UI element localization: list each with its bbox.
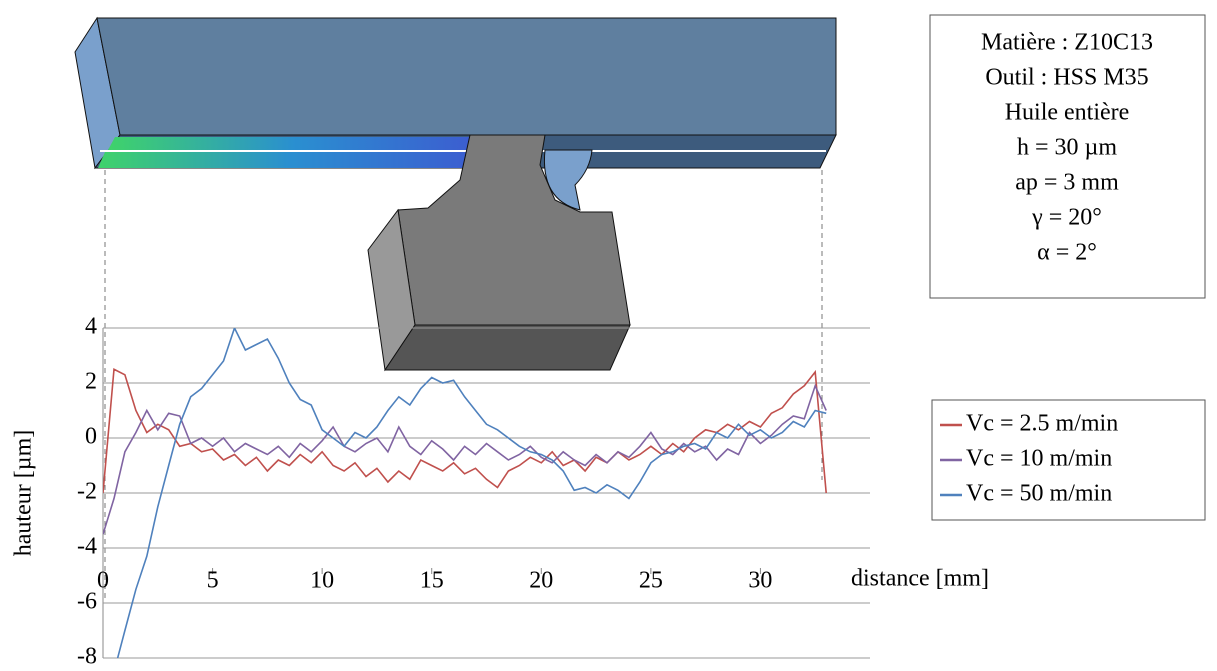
- y-tick-label: 2: [85, 369, 97, 395]
- legend-label: Vc = 2.5 m/min: [966, 411, 1118, 437]
- x-tick-label: 5: [207, 568, 219, 594]
- y-tick-label: -6: [77, 589, 97, 615]
- y-tick-label: -2: [77, 479, 97, 505]
- info-line: Outil : HSS M35: [985, 65, 1148, 91]
- x-tick-label: 25: [639, 568, 663, 594]
- x-tick-label: 10: [310, 568, 334, 594]
- y-axis-label: hauteur [µm]: [11, 430, 37, 556]
- info-line: Matière : Z10C13: [981, 30, 1153, 56]
- info-line: γ = 20°: [1031, 205, 1102, 231]
- x-axis-label: distance [mm]: [851, 566, 989, 592]
- series-line: [116, 328, 827, 658]
- legend-box: [931, 399, 1206, 521]
- legend-label: Vc = 50 m/min: [966, 481, 1112, 507]
- info-line: ap = 3 mm: [1015, 170, 1119, 196]
- info-lines: Matière : Z10C13 Outil : HSS M35 Huile ent…: [981, 30, 1153, 266]
- x-tick-label: 30: [748, 568, 772, 594]
- y-tick-label: -8: [77, 644, 97, 667]
- y-tick-label: 0: [85, 424, 97, 450]
- x-tick-label: 20: [529, 568, 553, 594]
- info-box: [929, 14, 1206, 299]
- series-line: [103, 368, 827, 494]
- info-line: α = 2°: [1037, 240, 1097, 266]
- y-tick-label: 4: [85, 314, 97, 340]
- x-tick-label: 0: [97, 568, 109, 594]
- illustration: [74, 16, 837, 600]
- plot-area: [103, 328, 827, 658]
- y-tick-label: -4: [77, 534, 97, 560]
- legend-label: Vc = 10 m/min: [966, 446, 1112, 472]
- x-tick-label: 15: [420, 568, 444, 594]
- info-line: h = 30 µm: [1017, 135, 1117, 161]
- info-line: Huile entière: [1005, 100, 1130, 126]
- series-line: [103, 383, 827, 535]
